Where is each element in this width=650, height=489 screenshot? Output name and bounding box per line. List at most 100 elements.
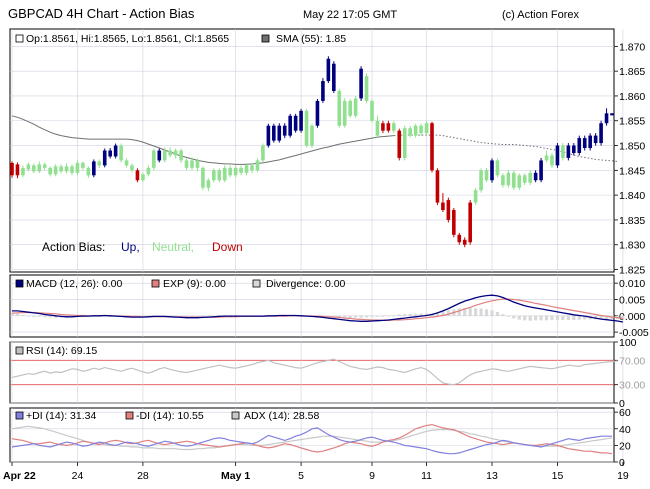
price-bar-body <box>321 81 325 101</box>
price-bar-body <box>195 160 200 168</box>
exp-legend-text: EXP (9): 0.00 <box>163 278 226 290</box>
price-bar-body <box>599 123 603 144</box>
divergence-bar <box>392 315 396 317</box>
macd-legend-text: MACD (12, 26): 0.00 <box>26 278 122 290</box>
divergence-bar <box>550 315 554 321</box>
price-bar-body <box>402 128 407 158</box>
divergence-bar <box>555 315 560 321</box>
price-bar-body <box>364 76 369 101</box>
sma-legend-swatch <box>261 34 270 43</box>
price-bar-body <box>566 145 571 158</box>
price-bar-body <box>446 200 451 220</box>
price-bar-body <box>506 172 511 186</box>
price-bar-body <box>408 128 412 136</box>
price-bar-body <box>233 167 238 176</box>
price-bar-body <box>462 239 467 245</box>
divergence-bar <box>512 315 516 319</box>
divergence-bar <box>212 315 216 317</box>
rsi-panel: 100 70.00 30.00 0 RSI (14): 69.15 <box>9 337 645 410</box>
dmi-y-tick-label: 60 <box>619 407 631 419</box>
price-bar-body <box>168 150 172 156</box>
price-bar-body <box>370 100 374 121</box>
divergence-bar <box>490 310 494 316</box>
adx-legend-text: ADX (14): 28.58 <box>244 410 319 422</box>
price-bar-body <box>135 170 140 181</box>
price-y-tick-label: 1.830 <box>619 240 645 252</box>
x-tick-label: 5 <box>298 470 304 482</box>
divergence-bar <box>446 310 450 316</box>
divergence-bar <box>484 309 489 316</box>
divergence-bar <box>534 315 538 321</box>
price-bar-body <box>124 160 129 166</box>
price-bar-body <box>588 135 592 149</box>
divergence-bar <box>201 315 205 317</box>
price-bar-body <box>555 145 560 166</box>
divergence-bar <box>424 313 429 316</box>
price-bar-body <box>48 167 52 175</box>
rsi-legend: RSI (14): 69.15 <box>15 345 97 357</box>
divergence-bar <box>359 315 363 318</box>
divergence-bar <box>195 315 200 317</box>
price-bar-body <box>15 164 20 176</box>
price-y-tick-label: 1.855 <box>619 116 645 128</box>
price-bar-body <box>277 125 282 141</box>
macd-y-tick-label: 0.010 <box>619 278 645 290</box>
price-bar-body <box>261 145 265 161</box>
price-bar-body <box>337 90 342 126</box>
macd-legend: MACD (12, 26): 0.00 EXP (9): 0.00 Diverg… <box>15 278 346 290</box>
price-bar-body <box>21 167 25 176</box>
macd-legend-swatch <box>15 279 24 288</box>
macd-panel-frame <box>9 274 615 338</box>
divergence-bar <box>348 315 352 319</box>
price-bar-body <box>299 110 303 131</box>
price-bar-body <box>457 234 462 243</box>
divergence-legend-text: Divergence: 0.00 <box>266 278 346 290</box>
price-bar-body <box>86 167 91 176</box>
price-bar-body <box>157 150 162 161</box>
sma-line-solid <box>11 115 394 165</box>
divergence-bar <box>21 314 25 316</box>
price-bar-body <box>184 160 189 168</box>
price-bar-body <box>293 115 298 131</box>
divergence-bar <box>621 315 625 320</box>
price-bar-body <box>190 160 194 168</box>
divergence-bar <box>403 314 407 316</box>
ohlc-legend: Op:1.8561, Hi:1.8565, Lo:1.8561, Cl:1.85… <box>15 33 229 45</box>
price-bar-body <box>201 167 205 188</box>
price-y-tick-label: 1.850 <box>619 141 645 153</box>
price-bar-body <box>272 125 276 141</box>
macd-y-axis: 0.010 0.005 0.000 -0.005 <box>614 278 649 339</box>
divergence-bar <box>54 315 58 318</box>
price-bar-body <box>212 170 216 181</box>
price-bar-body <box>108 150 112 157</box>
divergence-bar <box>463 307 467 316</box>
price-bars <box>10 56 614 248</box>
price-panel: 1.870 1.865 1.860 1.855 1.850 1.845 1.840 1.835… <box>9 28 645 277</box>
divergence-bar <box>10 313 14 316</box>
price-bar-body <box>604 113 609 124</box>
price-bar-body <box>53 166 58 175</box>
divergence-bar <box>343 315 347 318</box>
price-bar-body <box>332 63 336 91</box>
price-y-axis: 1.870 1.865 1.860 1.855 1.850 1.845 1.840 1.835… <box>614 41 645 277</box>
divergence-bar <box>479 308 483 316</box>
price-bar-body <box>479 170 483 191</box>
price-bar-body <box>113 145 118 157</box>
rsi-legend-swatch <box>15 346 24 355</box>
action-bias-legend: Action Bias: Up, Neutral, Down <box>42 240 243 254</box>
ohlc-legend-swatch <box>15 34 24 43</box>
price-bar-body <box>528 172 532 183</box>
price-bar-body <box>64 166 69 172</box>
rsi-y-tick-label: 0 <box>619 398 625 410</box>
divergence-bar <box>604 315 609 320</box>
price-bar-body <box>430 123 434 171</box>
minus-di-legend-text: -DI (14): 10.55 <box>136 410 204 422</box>
price-bar-body <box>217 170 222 181</box>
price-bar-body <box>381 123 385 131</box>
chart-copyright: (c) Action Forex <box>502 9 580 21</box>
x-tick-label: 28 <box>137 470 149 482</box>
price-bar-body <box>468 202 472 243</box>
price-bar-body <box>490 160 494 181</box>
minus-di-legend-swatch <box>125 411 134 420</box>
